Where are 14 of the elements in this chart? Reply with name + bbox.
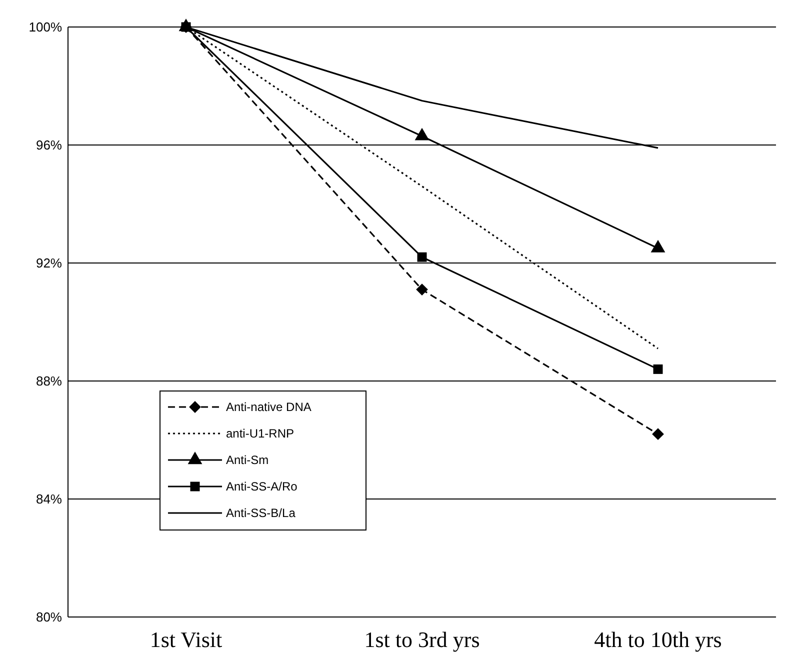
y-tick-label: 84% [36,492,62,507]
x-tick-label: 4th to 10th yrs [594,627,722,652]
y-tick-label: 92% [36,256,62,271]
y-tick-label: 96% [36,138,62,153]
y-tick-label: 100% [28,20,62,35]
x-tick-label: 1st Visit [150,627,222,652]
legend-label: anti-U1-RNP [226,426,294,441]
y-tick-label: 88% [36,374,62,389]
y-tick-label: 80% [36,610,62,625]
legend-label: Anti-SS-B/La [226,506,296,520]
legend-label: Anti-Sm [226,453,269,468]
x-tick-label: 1st to 3rd yrs [364,627,480,652]
legend-label: Anti-SS-A/Ro [226,480,298,494]
legend-label: Anti-native DNA [226,400,312,414]
